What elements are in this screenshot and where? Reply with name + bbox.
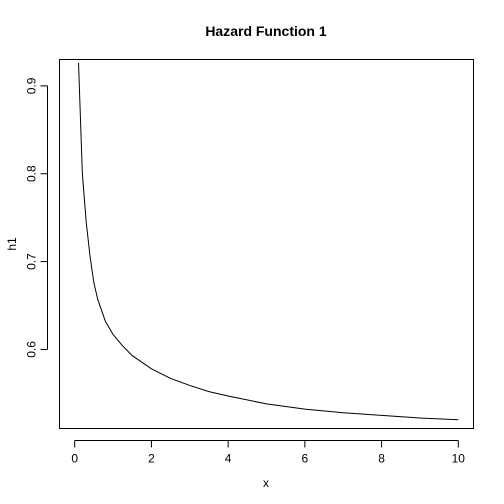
y-tick-label: 0.7: [25, 253, 39, 270]
x-axis-label: x: [263, 476, 269, 490]
x-axis: 0 2 4 6 8 10: [71, 440, 466, 466]
y-tick-label: 0.6: [25, 341, 39, 358]
series-line: [78, 62, 459, 421]
x-tick-label: 4: [225, 452, 232, 466]
y-tick-label: 0.9: [25, 77, 39, 94]
x-tick-label: 2: [148, 452, 155, 466]
chart-title: Hazard Function 1: [205, 23, 327, 39]
x-tick-label: 0: [71, 452, 78, 466]
x-tick-label: 8: [378, 452, 385, 466]
series-layer: [78, 62, 459, 421]
x-tick-label: 10: [452, 452, 466, 466]
plot-area-border: [59, 59, 474, 429]
y-axis: 0.6 0.7 0.8 0.9: [25, 77, 48, 358]
x-tick-label: 6: [302, 452, 309, 466]
y-axis-label: h1: [5, 237, 19, 251]
y-tick-label: 0.8: [25, 165, 39, 182]
